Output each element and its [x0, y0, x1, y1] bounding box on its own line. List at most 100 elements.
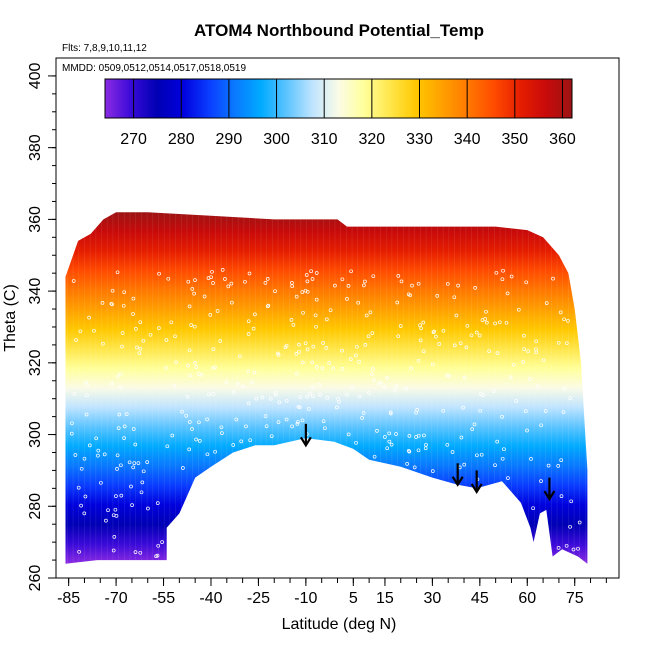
observation-dot — [494, 270, 499, 275]
observation-dot — [273, 289, 277, 294]
observation-dot — [497, 320, 502, 325]
observation-dot — [85, 393, 89, 398]
observation-dot — [345, 297, 349, 301]
observation-dot — [327, 361, 332, 365]
observation-dot — [210, 269, 214, 274]
observation-dot — [289, 318, 294, 322]
observation-dot — [297, 342, 301, 347]
observation-dot — [495, 439, 500, 444]
observation-dot — [133, 550, 138, 554]
observation-dot — [113, 507, 118, 512]
observation-dot — [87, 315, 91, 320]
observation-dot — [521, 360, 526, 364]
observation-dot — [290, 424, 294, 429]
observation-dot — [458, 341, 463, 346]
observation-dot — [568, 396, 573, 400]
observation-dot — [452, 343, 457, 348]
observation-dot — [115, 453, 120, 458]
observation-dots — [69, 268, 582, 559]
observation-dot — [441, 408, 446, 413]
observation-dot — [300, 418, 305, 423]
observation-dot — [297, 349, 301, 354]
observation-dot — [193, 361, 197, 365]
observation-dot — [328, 308, 333, 313]
x-axis: -85 -70 -55 -40 -25 -10 5 15 30 45 60 75 — [57, 578, 607, 607]
observation-dot — [296, 420, 300, 424]
observation-dot — [570, 279, 575, 284]
observation-dot — [406, 292, 411, 297]
observation-dot — [508, 375, 513, 380]
observation-dot — [252, 370, 257, 375]
observation-dot — [186, 279, 191, 284]
observation-dot — [190, 427, 194, 431]
observation-dot — [193, 278, 197, 282]
observation-dot — [119, 371, 123, 376]
observation-dot — [556, 464, 561, 468]
observation-dot — [122, 290, 127, 295]
colorbar-tick-label: 280 — [168, 131, 195, 148]
observation-dot — [541, 358, 546, 363]
colorbar-fill — [104, 78, 573, 119]
y-tick-label: 400 — [27, 62, 44, 89]
observation-dot — [87, 443, 92, 448]
observation-dot — [361, 411, 366, 415]
observation-dot — [83, 494, 88, 499]
observation-dot — [116, 426, 121, 430]
observation-dot — [445, 373, 449, 378]
observation-dot — [234, 417, 239, 422]
observation-dot — [500, 415, 504, 419]
observation-dot — [276, 420, 281, 424]
observation-dot — [536, 384, 540, 389]
observation-dot — [102, 452, 107, 457]
observation-dot — [370, 331, 375, 335]
observation-dot — [407, 449, 412, 454]
observation-dot — [410, 283, 414, 288]
observation-dot — [546, 463, 551, 468]
observation-dot — [491, 389, 496, 393]
observation-dot — [364, 313, 369, 318]
observation-dot — [479, 452, 484, 457]
observation-dot — [523, 409, 528, 413]
observation-dot — [74, 338, 78, 342]
observation-dot — [311, 394, 315, 399]
observation-dot — [493, 463, 497, 468]
observation-dot — [165, 444, 170, 449]
observation-dot — [556, 340, 561, 345]
observation-dot — [321, 341, 325, 345]
chart-title: ATOM4 Northbound Potential_Temp — [194, 21, 484, 40]
observation-dot — [111, 548, 116, 553]
observation-dot — [69, 431, 74, 436]
observation-dot — [205, 417, 209, 422]
observation-dot — [462, 462, 467, 467]
observation-dot — [263, 414, 268, 418]
observation-dot — [551, 276, 555, 281]
observation-dot — [141, 338, 146, 343]
observation-dot — [340, 348, 344, 353]
observation-dot — [382, 384, 387, 389]
observation-dot — [539, 479, 543, 483]
observation-dot — [314, 365, 319, 369]
observation-dot — [184, 413, 189, 418]
observation-dot — [371, 378, 376, 382]
observation-dot — [389, 442, 394, 447]
observation-dot — [340, 277, 345, 282]
observation-dot — [371, 274, 376, 279]
observation-dot — [493, 321, 497, 326]
x-axis-label: Latitude (deg N) — [282, 616, 397, 633]
observation-dot — [531, 506, 535, 511]
observation-dot — [346, 284, 351, 288]
observation-dot — [79, 466, 84, 471]
observation-dot — [399, 279, 404, 284]
observation-dot — [215, 309, 220, 313]
observation-dot — [522, 333, 526, 338]
observation-dot — [445, 281, 450, 286]
observation-dot — [487, 349, 491, 354]
observation-dot — [522, 347, 527, 352]
observation-dot — [254, 396, 259, 401]
observation-dot — [564, 543, 569, 548]
observation-dot — [500, 456, 505, 461]
y-tick-label: 360 — [27, 206, 44, 233]
observation-dot — [314, 297, 319, 302]
observation-dot — [213, 365, 217, 370]
